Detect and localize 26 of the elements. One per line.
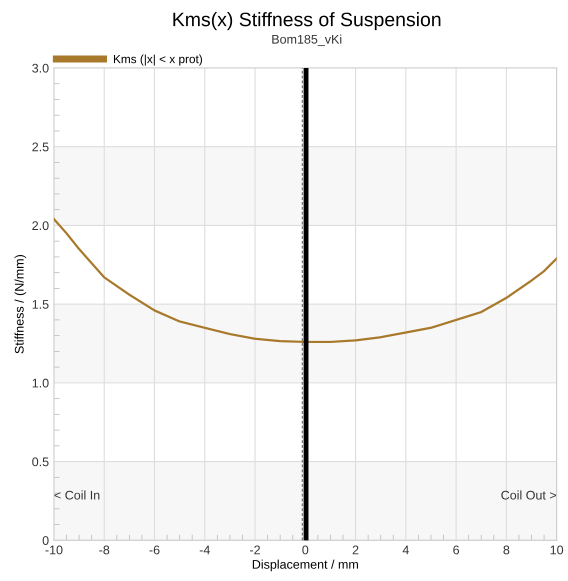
- x-tick-label: 6: [453, 546, 460, 554]
- x-axis-title: Displacement / mm: [252, 560, 358, 572]
- annotation: < Coil In: [54, 490, 100, 500]
- y-tick-label: 1.5: [32, 300, 49, 309]
- line-series: [54, 218, 557, 344]
- x-tick-label: -2: [250, 546, 260, 554]
- x-tick-label: -10: [45, 546, 63, 554]
- x-tick-label: -6: [149, 546, 160, 554]
- y-axis-title: Stiffness / (N/mm): [14, 255, 26, 354]
- x-tick-label: 10: [550, 546, 564, 554]
- x-tick-label: 0: [302, 546, 308, 554]
- y-tick-label: 1.0: [32, 378, 49, 388]
- y-tick-label: 0.5: [32, 457, 49, 466]
- y-tick-label: 0: [42, 536, 49, 545]
- y-tick-label: 2.0: [32, 221, 49, 230]
- x-tick-label: 2: [352, 546, 358, 554]
- x-tick-label: -8: [99, 546, 110, 554]
- y-tick-label: 3.0: [32, 64, 49, 73]
- legend-label: Kms (|x| < x prot): [114, 54, 202, 66]
- annotation: Coil Out >: [501, 490, 556, 500]
- chart-subtitle: Bom185_vKi: [272, 34, 342, 46]
- x-tick-label: 4: [402, 546, 409, 554]
- chart-title: Kms(x) Stiffness of Suspension: [173, 12, 440, 30]
- y-tick-label: 2.5: [32, 142, 49, 152]
- x-tick-label: 8: [503, 546, 510, 554]
- x-tick-label: -4: [200, 546, 210, 554]
